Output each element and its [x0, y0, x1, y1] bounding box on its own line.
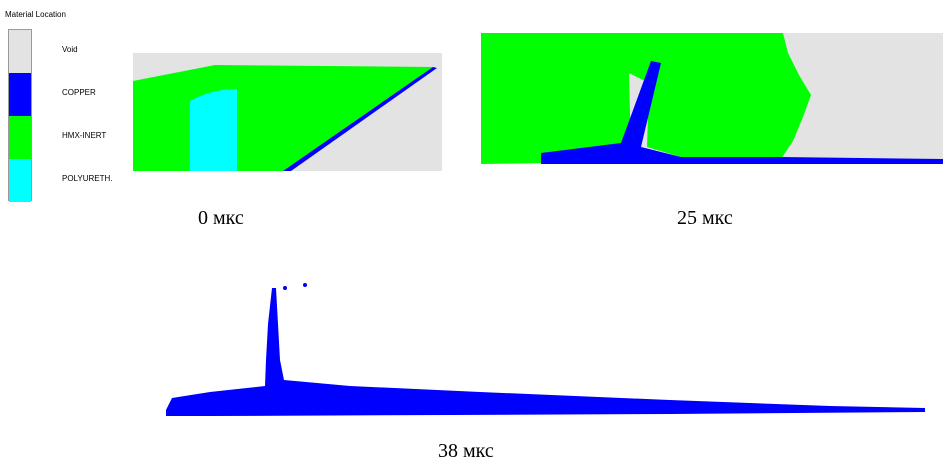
legend-label-polyurethane: POLYURETH. — [62, 174, 113, 183]
copper-liner — [283, 67, 437, 171]
simulation-panel-0us — [133, 53, 442, 171]
copper-jet-stretched — [166, 288, 925, 416]
caption-25us: 25 мкс — [677, 207, 733, 229]
caption-38us: 38 мкс — [438, 440, 494, 462]
simulation-panel-25us — [481, 33, 943, 164]
legend-swatch-void — [9, 30, 31, 73]
polyurethane-insert — [190, 89, 237, 171]
simulation-panel-38us — [166, 283, 925, 416]
legend-label-copper: COPPER — [62, 88, 96, 97]
caption-0us: 0 мкс — [198, 207, 244, 229]
legend-label-hmx-inert: HMX-INERT — [62, 131, 107, 140]
legend-swatch-polyurethane — [9, 159, 31, 202]
legend-label-void: Void — [62, 45, 78, 54]
legend-title: Material Location — [5, 10, 66, 19]
legend-swatch-hmx-inert — [9, 116, 31, 159]
copper-jet — [541, 61, 943, 164]
material-legend: Material Location Void COPPER HMX-INERT … — [0, 0, 130, 210]
legend-swatch-copper — [9, 73, 31, 116]
jet-particle — [283, 286, 287, 290]
legend-color-bar — [8, 29, 32, 202]
jet-particle — [303, 283, 307, 287]
